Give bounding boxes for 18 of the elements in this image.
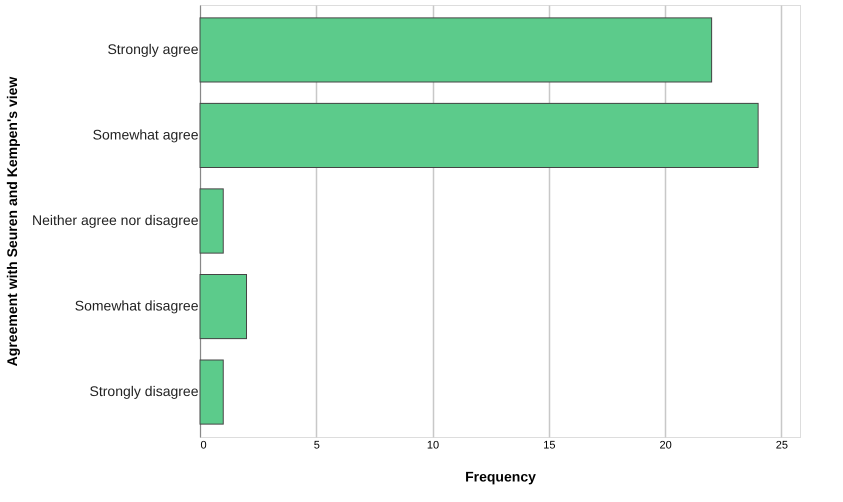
y-tick-label: Somewhat disagree [74, 298, 199, 314]
x-tick-label: 10 [426, 440, 440, 452]
x-tick-label: 0 [200, 440, 207, 452]
bar [200, 274, 248, 340]
y-tick-label: Strongly disagree [90, 383, 199, 400]
x-tick-label: 25 [776, 440, 788, 452]
x-tick-label: 20 [659, 440, 672, 452]
x-tick-label: 15 [543, 440, 556, 452]
bar [200, 102, 759, 168]
y-axis-title: Agreement with Seuren and Kempen's view [4, 76, 20, 366]
bar [200, 17, 712, 82]
x-tick-label: 5 [314, 440, 320, 452]
bar [200, 188, 224, 254]
bar [200, 360, 224, 425]
y-tick-label: Neither agree nor disagree [32, 212, 199, 228]
y-tick-label: Somewhat agree [92, 126, 199, 142]
x-axis-title: Frequency [465, 468, 536, 484]
y-tick-label: Strongly agree [107, 40, 199, 57]
